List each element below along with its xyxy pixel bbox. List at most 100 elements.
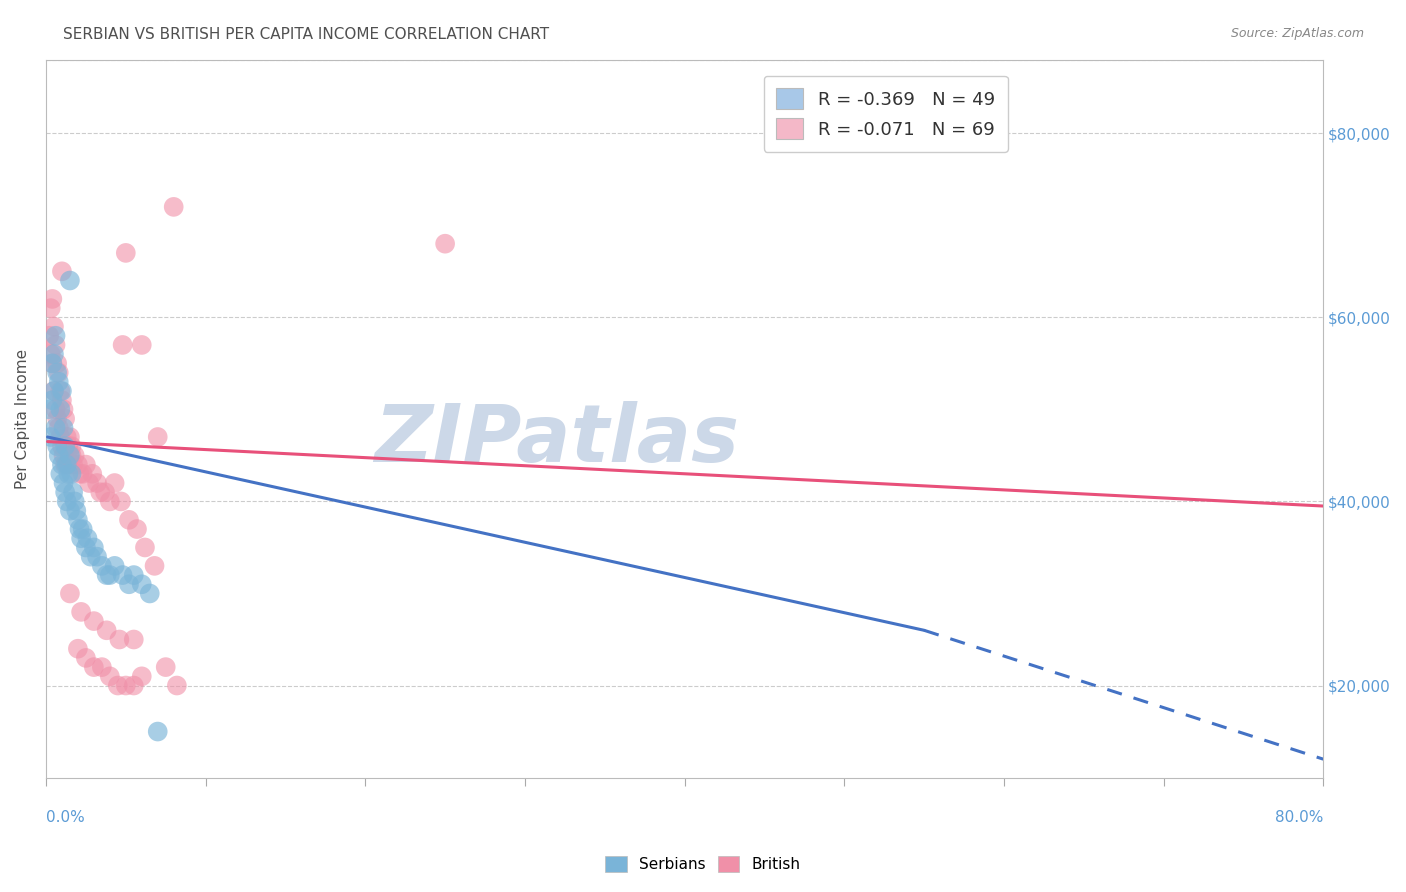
- Point: [46, 356, 69, 370]
- Point: [104, 476, 127, 491]
- Point: [139, 586, 162, 600]
- Legend: R = -0.369   N = 49, R = -0.071   N = 69: R = -0.369 N = 49, R = -0.071 N = 69: [763, 76, 1008, 152]
- Point: [52, 449, 75, 463]
- Point: [53, 439, 76, 453]
- Point: [96, 624, 118, 638]
- Point: [65, 503, 87, 517]
- Point: [83, 660, 105, 674]
- Point: [122, 679, 145, 693]
- Point: [146, 430, 169, 444]
- Point: [53, 411, 76, 425]
- Point: [118, 577, 141, 591]
- Point: [45, 328, 67, 343]
- Point: [69, 522, 91, 536]
- Point: [52, 421, 75, 435]
- Point: [58, 467, 80, 481]
- Point: [48, 421, 70, 435]
- Point: [110, 494, 132, 508]
- Point: [125, 522, 148, 536]
- Point: [52, 476, 75, 491]
- Point: [41, 292, 63, 306]
- Point: [108, 632, 131, 647]
- Point: [104, 558, 127, 573]
- Point: [131, 338, 153, 352]
- Point: [53, 485, 76, 500]
- Point: [70, 531, 93, 545]
- Point: [89, 485, 111, 500]
- Legend: Serbians, British: Serbians, British: [598, 848, 808, 880]
- Point: [69, 467, 91, 481]
- Point: [46, 439, 69, 453]
- Point: [62, 458, 84, 472]
- Point: [42, 347, 65, 361]
- Point: [49, 384, 72, 398]
- Point: [72, 522, 94, 536]
- Point: [46, 366, 69, 380]
- Point: [59, 503, 82, 517]
- Text: 0.0%: 0.0%: [46, 810, 84, 825]
- Point: [90, 558, 112, 573]
- Point: [131, 577, 153, 591]
- Point: [51, 458, 73, 472]
- Point: [96, 568, 118, 582]
- Point: [59, 430, 82, 444]
- Point: [70, 605, 93, 619]
- Point: [146, 724, 169, 739]
- Point: [143, 558, 166, 573]
- Point: [114, 246, 136, 260]
- Point: [114, 679, 136, 693]
- Point: [45, 421, 67, 435]
- Point: [155, 660, 177, 674]
- Point: [58, 458, 80, 472]
- Point: [63, 494, 86, 508]
- Point: [83, 541, 105, 555]
- Point: [86, 549, 108, 564]
- Point: [51, 393, 73, 408]
- Point: [60, 467, 83, 481]
- Point: [63, 449, 86, 463]
- Point: [42, 384, 65, 398]
- Point: [62, 485, 84, 500]
- Point: [51, 264, 73, 278]
- Point: [163, 200, 186, 214]
- Point: [45, 402, 67, 417]
- Point: [51, 439, 73, 453]
- Point: [134, 541, 156, 555]
- Text: Source: ZipAtlas.com: Source: ZipAtlas.com: [1230, 27, 1364, 40]
- Point: [46, 411, 69, 425]
- Point: [48, 449, 70, 463]
- Point: [39, 347, 62, 361]
- Point: [41, 393, 63, 408]
- Point: [39, 430, 62, 444]
- Point: [59, 273, 82, 287]
- Point: [49, 402, 72, 417]
- Point: [48, 366, 70, 380]
- Point: [111, 338, 134, 352]
- Point: [39, 301, 62, 315]
- Point: [45, 338, 67, 352]
- Point: [51, 384, 73, 398]
- Point: [38, 402, 60, 417]
- Point: [122, 568, 145, 582]
- Point: [55, 458, 77, 472]
- Point: [98, 568, 121, 582]
- Point: [60, 439, 83, 453]
- Point: [166, 679, 188, 693]
- Point: [49, 467, 72, 481]
- Point: [90, 660, 112, 674]
- Point: [42, 384, 65, 398]
- Text: SERBIAN VS BRITISH PER CAPITA INCOME CORRELATION CHART: SERBIAN VS BRITISH PER CAPITA INCOME COR…: [63, 27, 550, 42]
- Point: [66, 513, 89, 527]
- Point: [94, 485, 117, 500]
- Point: [434, 236, 457, 251]
- Point: [76, 531, 98, 545]
- Point: [66, 458, 89, 472]
- Point: [42, 319, 65, 334]
- Point: [98, 494, 121, 508]
- Point: [75, 651, 97, 665]
- Text: ZIPatlas: ZIPatlas: [374, 401, 740, 479]
- Point: [122, 632, 145, 647]
- Point: [48, 375, 70, 389]
- Point: [131, 669, 153, 683]
- Point: [83, 614, 105, 628]
